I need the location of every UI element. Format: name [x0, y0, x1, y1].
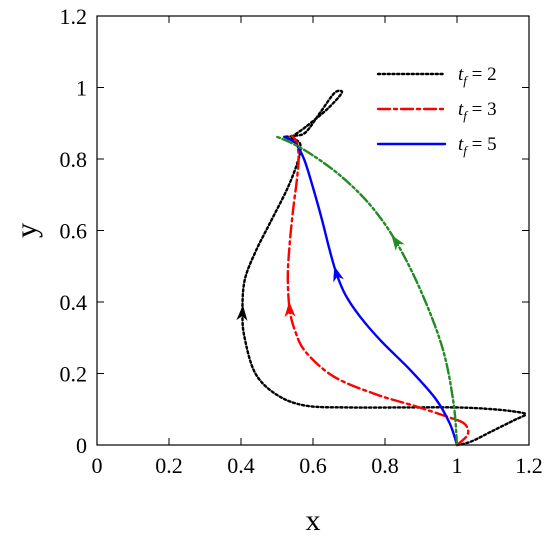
- legend-value: = 5: [467, 134, 497, 155]
- y-tick-label: 0.8: [60, 147, 88, 172]
- legend-var: t: [458, 134, 464, 155]
- legend-label: tf = 3: [458, 99, 497, 123]
- series-line: [286, 134, 470, 447]
- x-tick-label: 0.4: [227, 453, 255, 478]
- x-tick-label: 0.6: [299, 453, 327, 478]
- direction-arrow: [333, 265, 344, 283]
- y-tick-label: 0.2: [60, 362, 88, 387]
- legend-sub: f: [463, 143, 469, 158]
- plot-frame: [96, 15, 530, 446]
- legend-value: = 2: [467, 64, 497, 85]
- legend-label: tf = 2: [458, 64, 497, 88]
- x-tick-label: 0.8: [371, 453, 399, 478]
- x-axis-label: x: [306, 504, 321, 537]
- legend-var: t: [458, 99, 464, 120]
- y-axis-label: y: [10, 223, 43, 238]
- x-tick-label: 0: [92, 453, 103, 478]
- legend-label: tf = 5: [458, 134, 497, 158]
- y-tick-label: 0.4: [60, 290, 88, 315]
- x-tick-label: 0.2: [155, 453, 183, 478]
- series-line: [283, 135, 459, 447]
- series-line: [275, 135, 459, 447]
- legend-sub: f: [463, 73, 469, 88]
- series-layer: [236, 89, 527, 447]
- series-line: [241, 89, 527, 447]
- legend-var: t: [458, 64, 464, 85]
- legend: tf = 2tf = 3tf = 5: [376, 64, 497, 158]
- y-tick-label: 0: [76, 433, 87, 458]
- direction-arrow: [236, 305, 248, 321]
- legend-value: = 3: [467, 99, 497, 120]
- y-tick-label: 1: [76, 76, 87, 101]
- y-tick-label: 0.6: [60, 219, 88, 244]
- x-tick-label: 1.2: [515, 453, 543, 478]
- tick-labels: 0 0.2 0.4 0.6 0.8 1 1.2 0 0.2 0.4 0.6 0.8 1 1.2: [60, 4, 543, 478]
- direction-arrow: [284, 301, 296, 318]
- direction-arrow: [391, 234, 405, 251]
- y-tick-label: 1.2: [60, 4, 88, 29]
- legend-sub: f: [463, 108, 469, 123]
- x-tick-label: 1: [452, 453, 463, 478]
